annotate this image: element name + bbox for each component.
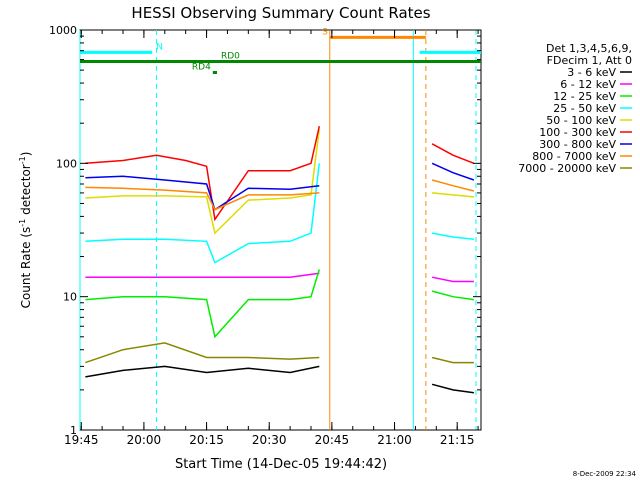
legend-label-6: 300 - 800 keV — [539, 138, 616, 151]
series-7-line-0 — [85, 186, 320, 211]
legend-label-1: 6 - 12 keV — [560, 78, 616, 91]
series-1-line-0 — [85, 272, 320, 278]
y-label-sup2: -1 — [18, 156, 27, 164]
series-group — [85, 126, 475, 394]
x-tick-label-3: 20:30 — [252, 433, 287, 447]
series-6-line-0 — [85, 175, 320, 211]
y-tick-label-1: 10 — [63, 291, 77, 304]
x-tick-label-2: 20:15 — [189, 433, 224, 447]
series-0-line-0 — [85, 365, 320, 378]
bar-label-rd0: RD0 — [221, 52, 240, 62]
attenuator-bars: N RD0 RD4 S — [80, 27, 481, 75]
legend-label-4: 50 - 100 keV — [546, 114, 616, 127]
legend-header-0: Det 1,3,4,5,6,9, — [546, 42, 632, 55]
x-tick-label-4: 20:45 — [315, 433, 350, 447]
legend-label-3: 25 - 50 keV — [553, 102, 616, 115]
legend-label-7: 800 - 7000 keV — [532, 150, 616, 163]
y-label-sup1: -1 — [18, 219, 27, 227]
bar-label-rd4: RD4 — [192, 63, 211, 73]
x-tick-label-0: 19:45 — [64, 433, 99, 447]
svg-text:Count Rate (s-1 detector-1): Count Rate (s-1 detector-1) — [18, 152, 33, 309]
bar-label-s: S — [322, 27, 328, 37]
series-5-line-0 — [85, 126, 321, 222]
legend-label-5: 100 - 300 keV — [539, 126, 616, 139]
x-tick-label-1: 20:00 — [127, 433, 162, 447]
plot-frame — [79, 29, 482, 431]
y-label-mid: detector — [19, 164, 33, 219]
series-3-line-1 — [431, 232, 474, 240]
y-tick-label-0: 1 — [70, 424, 77, 437]
legend-label-8: 7000 - 20000 keV — [518, 162, 616, 175]
y-tick-label-2: 100 — [56, 157, 77, 170]
series-2-line-0 — [85, 269, 321, 339]
y-tick-label-3: 1000 — [49, 24, 77, 37]
series-8-line-1 — [431, 356, 474, 364]
series-8-line-0 — [85, 342, 320, 364]
legend-label-2: 12 - 25 keV — [553, 90, 616, 103]
series-6-line-1 — [431, 162, 475, 181]
x-axis-ticks: 19:45 20:00 20:15 20:30 20:45 21:00 21:15 — [64, 30, 479, 447]
series-4-line-0 — [85, 129, 321, 235]
y-label-end: ) — [19, 152, 33, 157]
legend: Det 1,3,4,5,6,9,FDecim 1, Att 03 - 6 keV… — [518, 42, 632, 175]
y-axis-label: Count Rate (s-1 detector-1) — [18, 152, 33, 309]
y-label-main: Count Rate (s — [19, 227, 33, 309]
legend-label-0: 3 - 6 keV — [567, 66, 616, 79]
x-axis-label: Start Time (14-Dec-05 19:44:42) — [175, 457, 387, 472]
x-tick-label-5: 21:00 — [377, 433, 412, 447]
bar-label-n: N — [156, 42, 163, 52]
series-5-line-1 — [431, 143, 475, 164]
series-0-line-1 — [431, 383, 475, 394]
legend-header-1: FDecim 1, Att 0 — [547, 54, 632, 67]
vertical-markers — [79, 30, 477, 430]
series-1-line-1 — [431, 276, 474, 283]
series-4-line-1 — [432, 192, 474, 198]
series-2-line-1 — [431, 290, 475, 301]
series-7-line-1 — [431, 179, 475, 192]
footer-timestamp: 8-Dec-2009 22:34 — [573, 470, 637, 478]
series-3-line-0 — [85, 163, 321, 264]
y-axis-ticks: 1 10 100 1000 — [49, 24, 481, 437]
x-tick-label-6: 21:15 — [440, 433, 475, 447]
chart-title: HESSI Observing Summary Count Rates — [131, 4, 430, 22]
